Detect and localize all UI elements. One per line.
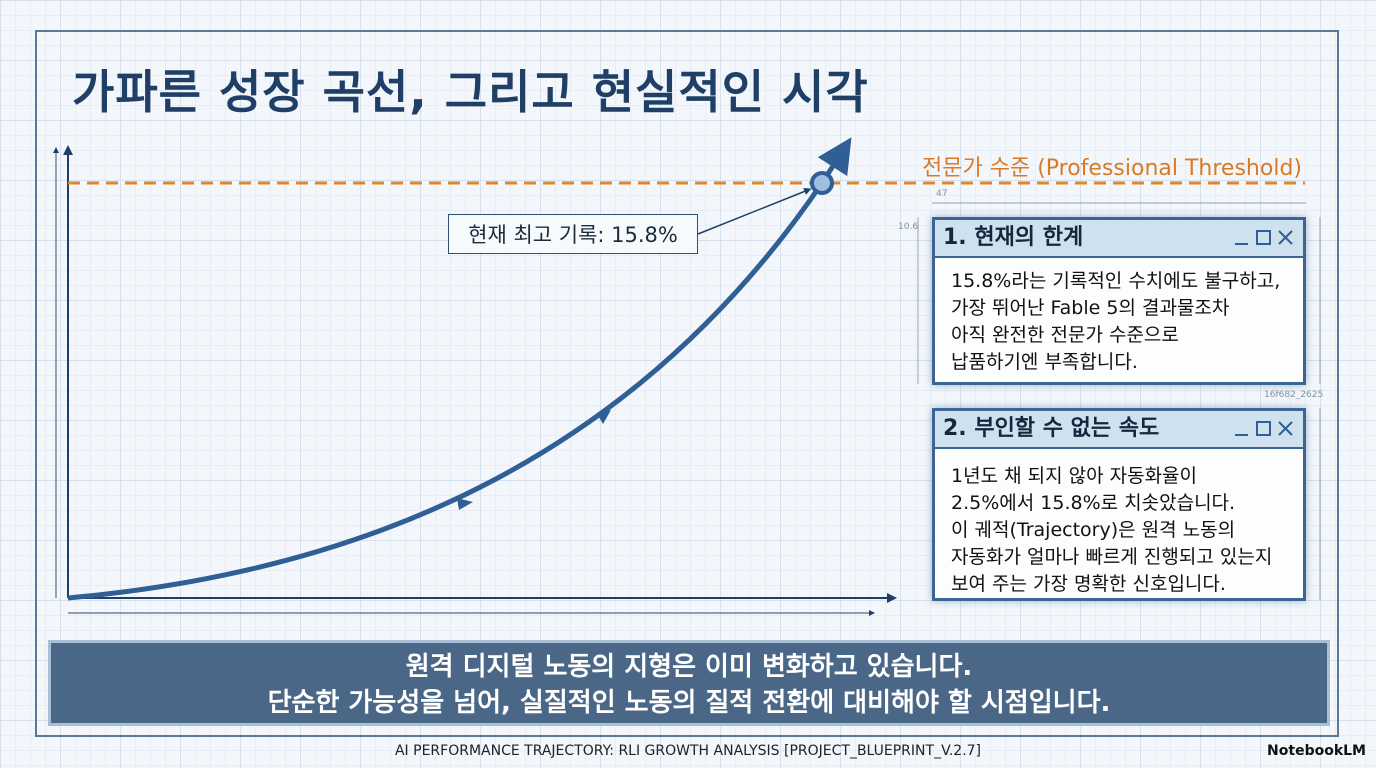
panel-title: 1. 현재의 한계 bbox=[943, 225, 1084, 250]
text-line: 2.5%에서 15.8%로 치솟았습니다. bbox=[951, 492, 1236, 514]
dimension-label: 10.6 bbox=[898, 222, 919, 232]
text-line: 단순한 가능성을 넘어, 실질적인 노동의 질적 전환에 대비해야 할 시점입니… bbox=[267, 688, 1111, 718]
panel-title-bar: 1. 현재의 한계 bbox=[935, 220, 1303, 258]
window-controls bbox=[1235, 421, 1293, 436]
window-controls bbox=[1235, 230, 1293, 245]
text-line: 납품하기엔 부족합니다. bbox=[951, 351, 1138, 373]
callout-arrow bbox=[697, 187, 812, 235]
panel-body: 15.8%라는 기록적인 수치에도 불구하고, 가장 뛰어난 Fable 5의 결… bbox=[935, 258, 1303, 386]
panel: 2. 부인할 수 없는 속도 1년도 채 되지 않아 자동화율이 2.5%에서 1… bbox=[932, 408, 1306, 601]
curve-arrow bbox=[457, 498, 473, 510]
text-line: 가장 뛰어난 Fable 5의 결과물조차 bbox=[951, 297, 1230, 319]
brand: NotebookLM bbox=[1267, 743, 1366, 759]
curve-arrow bbox=[597, 410, 611, 424]
frame bbox=[35, 30, 1339, 737]
text-line: 1년도 채 되지 않아 자동화율이 bbox=[951, 465, 1198, 487]
growth-curve bbox=[67, 181, 825, 601]
text-line: 원격 디지털 노동의 지형은 이미 변화하고 있습니다. bbox=[405, 652, 973, 682]
panel-title-bar: 2. 부인할 수 없는 속도 bbox=[935, 411, 1303, 449]
text-line: 아직 완전한 전문가 수준으로 bbox=[951, 324, 1179, 346]
panel-body: 1년도 채 되지 않아 자동화율이 2.5%에서 15.8%로 치솟았습니다. 이 … bbox=[935, 449, 1303, 608]
text-line: 보여 주는 가장 명확한 신호입니다. bbox=[951, 573, 1226, 595]
title: 가파른 성장 곡선, 그리고 현실적인 시각 bbox=[72, 65, 869, 119]
current-point bbox=[810, 171, 834, 195]
text-line: 자동화가 얼마나 빠르게 진행되고 있는지 bbox=[951, 546, 1273, 568]
dimension-label: 47 bbox=[936, 189, 948, 199]
dimension-label: 16f682_2625 bbox=[1264, 390, 1324, 400]
threshold-label: 전문가 수준 (Professional Threshold) bbox=[922, 156, 1302, 181]
banner: 원격 디지털 노동의 지형은 이미 변화하고 있습니다. 단순한 가능성을 넘어,… bbox=[48, 640, 1330, 726]
panel: 1. 현재의 한계 15.8%라는 기록적인 수치에도 불구하고, 가장 뛰어난 … bbox=[932, 217, 1306, 385]
footer: AI PERFORMANCE TRAJECTORY: RLI GROWTH AN… bbox=[394, 743, 982, 759]
text-line: 15.8%라는 기록적인 수치에도 불구하고, bbox=[951, 270, 1281, 292]
text-line: 이 궤적(Trajectory)은 원격 노동의 bbox=[951, 519, 1236, 541]
callout: 현재 최고 기록: 15.8% bbox=[448, 214, 698, 254]
panel-title: 2. 부인할 수 없는 속도 bbox=[943, 416, 1160, 441]
